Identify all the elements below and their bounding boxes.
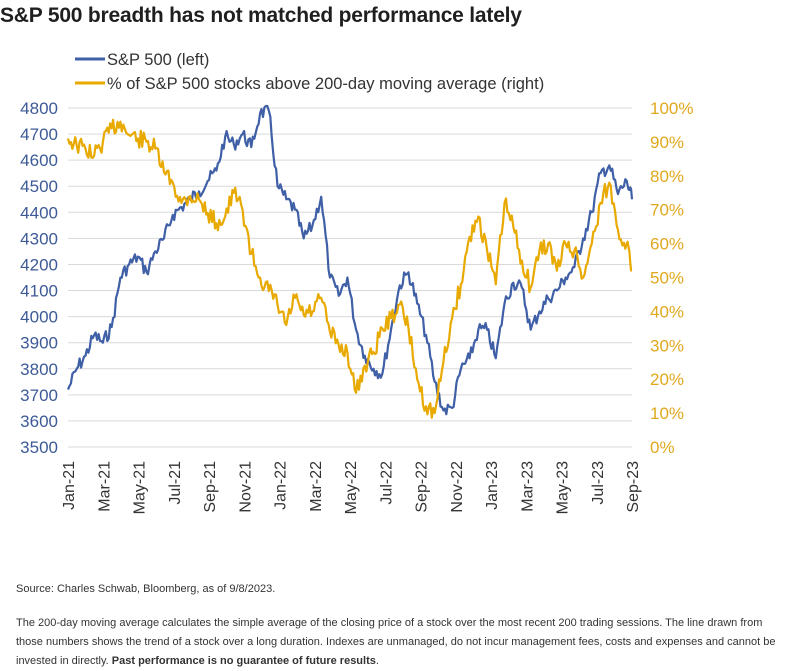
x-tick-label: May-23	[555, 461, 572, 514]
legend-entry-breadth: % of S&P 500 stocks above 200-day moving…	[107, 75, 544, 93]
y-tick-right-label: 80%	[650, 167, 684, 186]
y-tick-left-label: 3500	[20, 438, 58, 457]
y-tick-right-label: 70%	[650, 201, 684, 220]
source-note: Source: Charles Schwab, Bloomberg, as of…	[16, 583, 276, 595]
y-axis-right-ticks: 0% 10% 20% 30% 40% 50% 60% 70% 80% 90% 100%	[650, 99, 693, 457]
series-line-breadth	[66, 118, 633, 419]
line-chart: S&P 500 (left) % of S&P 500 stocks above…	[20, 51, 693, 514]
y-tick-left-label: 4400	[20, 203, 58, 222]
y-tick-right-label: 0%	[650, 438, 675, 457]
y-tick-right-label: 30%	[650, 336, 684, 355]
y-axis-left-ticks: 3500 3600 3700 3800 3900 4000 4100 4200 4300 4400…	[20, 99, 58, 457]
y-tick-left-label: 3600	[20, 412, 58, 431]
x-tick-label: Jan-21	[61, 461, 78, 510]
disclaimer-end: .	[375, 655, 379, 667]
y-tick-left-label: 4700	[20, 125, 58, 144]
x-tick-label: Jul-22	[378, 461, 395, 505]
y-tick-left-label: 3800	[20, 360, 58, 379]
x-tick-label: Nov-21	[237, 461, 254, 513]
y-tick-left-label: 3900	[20, 334, 58, 353]
x-tick-label: Jul-23	[590, 461, 607, 505]
disclaimer-text: The 200-day moving average calculates th…	[16, 617, 776, 667]
x-tick-label: Jul-21	[167, 461, 184, 505]
disclaimer: The 200-day moving average calculates th…	[16, 614, 778, 671]
chart-legend: S&P 500 (left) % of S&P 500 stocks above…	[75, 51, 544, 93]
x-tick-label: Sep-22	[414, 461, 431, 513]
chart-series	[66, 104, 634, 419]
x-tick-label: Mar-23	[519, 461, 536, 512]
y-tick-left-label: 4800	[20, 99, 58, 118]
series-line-sp500	[66, 104, 634, 416]
disclaimer-bold: Past performance is no guarantee of futu…	[111, 655, 376, 667]
x-tick-label: Jan-23	[484, 461, 501, 510]
x-tick-label: Mar-21	[96, 461, 113, 512]
y-tick-left-label: 4200	[20, 255, 58, 274]
y-tick-right-label: 90%	[650, 133, 684, 152]
y-tick-left-label: 4600	[20, 151, 58, 170]
page-title: S&P 500 breadth has not matched performa…	[0, 4, 522, 27]
x-tick-label: Nov-22	[449, 461, 466, 513]
chart-gridlines	[68, 107, 632, 448]
y-tick-right-label: 10%	[650, 404, 684, 423]
x-axis-ticks: Jan-21 Mar-21 May-21 Jul-21 Sep-21 Nov-21 Jan-…	[61, 461, 642, 514]
y-tick-left-label: 4300	[20, 229, 58, 248]
y-tick-left-label: 4000	[20, 308, 58, 327]
y-tick-right-label: 100%	[650, 99, 693, 118]
y-tick-right-label: 40%	[650, 302, 684, 321]
y-tick-left-label: 3700	[20, 386, 58, 405]
x-tick-label: May-21	[132, 461, 149, 514]
y-tick-right-label: 20%	[650, 370, 684, 389]
y-tick-left-label: 4500	[20, 177, 58, 196]
y-tick-right-label: 50%	[650, 269, 684, 288]
x-tick-label: Jan-22	[273, 461, 290, 510]
legend-entry-sp500: S&P 500 (left)	[107, 51, 209, 69]
x-tick-label: May-22	[343, 461, 360, 514]
y-tick-left-label: 4100	[20, 282, 58, 301]
y-tick-right-label: 60%	[650, 235, 684, 254]
x-tick-label: Sep-21	[202, 461, 219, 513]
x-tick-label: Mar-22	[308, 461, 325, 512]
x-tick-label: Sep-23	[625, 461, 642, 513]
